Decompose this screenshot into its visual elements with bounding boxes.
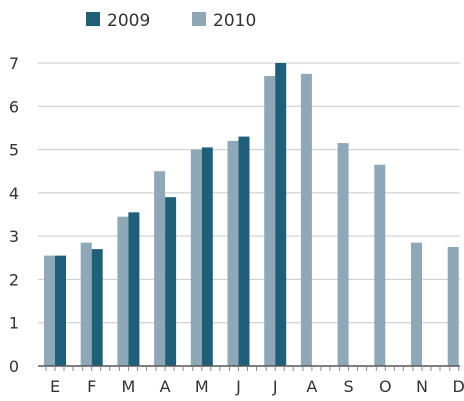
x-tick-label: A [160, 377, 171, 396]
bar-2010-3 [154, 171, 166, 366]
x-tick-label: A [306, 377, 317, 396]
bar-2010-7 [300, 73, 312, 367]
bar-2009-2 [128, 212, 140, 366]
bar-2010-8 [337, 143, 349, 366]
legend-label-2009: 2009 [107, 11, 150, 31]
y-tick-label: 0 [9, 357, 19, 376]
y-tick-label: 5 [9, 141, 19, 160]
y-tick-label: 4 [9, 184, 19, 203]
x-tick-label: F [87, 377, 96, 396]
bar-2009-6 [275, 63, 287, 366]
bars [44, 63, 459, 367]
x-tick-label: M [195, 377, 209, 396]
y-tick-label: 6 [9, 97, 19, 116]
bar-2009-3 [165, 197, 177, 366]
x-tick-label: M [121, 377, 135, 396]
legend: 2009 2010 [86, 11, 256, 31]
bar-2010-1 [80, 242, 92, 366]
x-tick-label: D [453, 377, 464, 396]
bar-2010-9 [374, 164, 386, 366]
bar-2009-1 [91, 249, 103, 366]
bar-2010-2 [117, 216, 129, 366]
bar-2010-10 [411, 242, 422, 366]
bar-2009-5 [238, 136, 250, 366]
legend-label-2010: 2010 [213, 11, 256, 31]
x-tick-label: O [379, 377, 392, 396]
x-tick-label: N [416, 377, 428, 396]
x-tick-label: E [50, 377, 60, 396]
x-tick-label: J [235, 377, 241, 396]
y-tick-label: 3 [9, 227, 19, 246]
legend-swatch-2009 [86, 12, 100, 26]
y-tick-label: 2 [9, 270, 19, 289]
bar-2009-0 [55, 255, 66, 366]
x-tick-label: S [344, 377, 354, 396]
x-tick-label: J [272, 377, 278, 396]
y-tick-label: 7 [9, 54, 19, 73]
legend-swatch-2010 [192, 12, 206, 26]
y-axis: 0 1 2 3 4 5 6 7 [9, 54, 19, 376]
bar-2010-6 [264, 75, 276, 366]
y-tick-label: 1 [9, 314, 19, 333]
bar-2010-4 [190, 149, 202, 366]
bar-2010-11 [447, 246, 459, 366]
bar-2010-5 [227, 140, 239, 366]
bar-2009-4 [201, 147, 213, 366]
bar-2010-0 [44, 255, 55, 366]
